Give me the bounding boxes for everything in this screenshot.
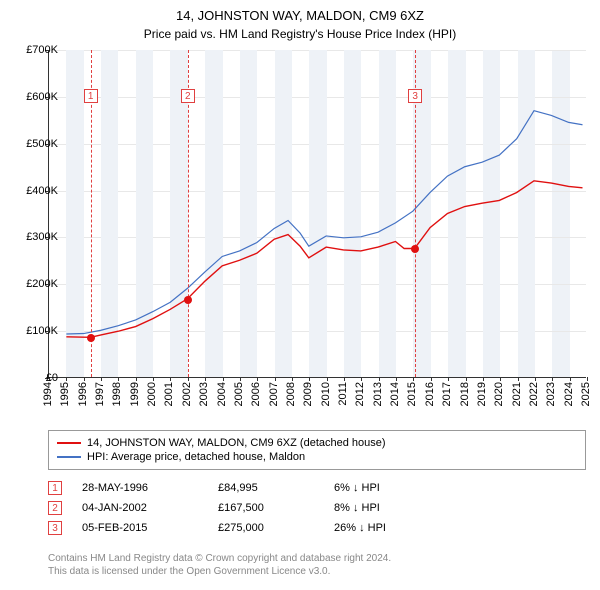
sale-hpi-delta: 6% ↓ HPI bbox=[334, 482, 424, 494]
y-axis-label: £700K bbox=[12, 44, 58, 56]
series-property bbox=[66, 181, 582, 338]
sale-date: 05-FEB-2015 bbox=[82, 522, 202, 534]
sale-badge: 2 bbox=[48, 501, 62, 515]
x-axis-label: 2004 bbox=[216, 382, 228, 406]
legend: 14, JOHNSTON WAY, MALDON, CM9 6XZ (detac… bbox=[48, 430, 586, 470]
legend-label: HPI: Average price, detached house, Mald… bbox=[87, 451, 305, 463]
x-axis-label: 1998 bbox=[111, 382, 123, 406]
sale-row: 1 28-MAY-1996 £84,995 6% ↓ HPI bbox=[48, 478, 586, 498]
x-axis-label: 2016 bbox=[424, 382, 436, 406]
sale-badge: 3 bbox=[48, 521, 62, 535]
y-axis-label: £600K bbox=[12, 91, 58, 103]
x-axis-label: 1999 bbox=[129, 382, 141, 406]
event-dot bbox=[184, 296, 192, 304]
sale-price: £275,000 bbox=[218, 522, 318, 534]
event-dot bbox=[87, 334, 95, 342]
y-axis-label: £300K bbox=[12, 231, 58, 243]
chart-plot-area: 1 2 3 bbox=[48, 50, 586, 378]
sale-row: 3 05-FEB-2015 £275,000 26% ↓ HPI bbox=[48, 518, 586, 538]
sale-price: £84,995 bbox=[218, 482, 318, 494]
event-dot bbox=[411, 245, 419, 253]
x-axis-label: 2014 bbox=[389, 382, 401, 406]
footer-line-2: This data is licensed under the Open Gov… bbox=[48, 565, 586, 578]
page-title: 14, JOHNSTON WAY, MALDON, CM9 6XZ bbox=[0, 0, 600, 23]
x-axis-label: 2010 bbox=[320, 382, 332, 406]
x-axis-label: 2011 bbox=[337, 382, 349, 406]
x-axis-label: 2002 bbox=[181, 382, 193, 406]
x-axis-label: 2001 bbox=[163, 382, 175, 406]
legend-swatch bbox=[57, 442, 81, 444]
chart-svg bbox=[49, 50, 586, 377]
chart-container: 14, JOHNSTON WAY, MALDON, CM9 6XZ Price … bbox=[0, 0, 600, 590]
legend-swatch bbox=[57, 456, 81, 458]
x-axis-label: 2006 bbox=[250, 382, 262, 406]
sale-date: 04-JAN-2002 bbox=[82, 502, 202, 514]
x-axis-label: 1997 bbox=[94, 382, 106, 406]
x-axis-label: 2013 bbox=[372, 382, 384, 406]
sale-badge: 1 bbox=[48, 481, 62, 495]
sale-price: £167,500 bbox=[218, 502, 318, 514]
legend-label: 14, JOHNSTON WAY, MALDON, CM9 6XZ (detac… bbox=[87, 437, 386, 449]
x-axis-label: 2015 bbox=[406, 382, 418, 406]
x-axis-label: 2023 bbox=[545, 382, 557, 406]
x-axis-label: 2012 bbox=[354, 382, 366, 406]
x-axis-label: 2019 bbox=[476, 382, 488, 406]
sales-table: 1 28-MAY-1996 £84,995 6% ↓ HPI 2 04-JAN-2002 £… bbox=[48, 478, 586, 538]
event-badge: 1 bbox=[84, 89, 98, 103]
sale-row: 2 04-JAN-2002 £167,500 8% ↓ HPI bbox=[48, 498, 586, 518]
x-axis-label: 2018 bbox=[459, 382, 471, 406]
x-axis-label: 2021 bbox=[511, 382, 523, 406]
y-axis-label: £100K bbox=[12, 325, 58, 337]
x-axis-label: 2000 bbox=[146, 382, 158, 406]
chart-subtitle: Price paid vs. HM Land Registry's House … bbox=[0, 23, 600, 41]
x-axis-label: 2009 bbox=[302, 382, 314, 406]
x-axis-label: 2008 bbox=[285, 382, 297, 406]
series-hpi bbox=[66, 111, 582, 334]
sale-date: 28-MAY-1996 bbox=[82, 482, 202, 494]
legend-item: 14, JOHNSTON WAY, MALDON, CM9 6XZ (detac… bbox=[57, 436, 577, 450]
x-axis-label: 2020 bbox=[493, 382, 505, 406]
x-axis-label: 2025 bbox=[580, 382, 592, 406]
x-axis-label: 1994 bbox=[42, 382, 54, 406]
x-axis-label: 1995 bbox=[59, 382, 71, 406]
footer-attribution: Contains HM Land Registry data © Crown c… bbox=[48, 552, 586, 578]
x-axis-label: 2007 bbox=[268, 382, 280, 406]
x-axis-label: 2003 bbox=[198, 382, 210, 406]
x-axis-label: 2022 bbox=[528, 382, 540, 406]
x-axis-label: 2017 bbox=[441, 382, 453, 406]
sale-hpi-delta: 26% ↓ HPI bbox=[334, 522, 424, 534]
x-axis-label: 2005 bbox=[233, 382, 245, 406]
x-axis-label: 2024 bbox=[563, 382, 575, 406]
event-badge: 2 bbox=[181, 89, 195, 103]
footer-line-1: Contains HM Land Registry data © Crown c… bbox=[48, 552, 586, 565]
sale-hpi-delta: 8% ↓ HPI bbox=[334, 502, 424, 514]
y-axis-label: £500K bbox=[12, 138, 58, 150]
legend-item: HPI: Average price, detached house, Mald… bbox=[57, 450, 577, 464]
y-axis-label: £400K bbox=[12, 185, 58, 197]
x-axis-label: 1996 bbox=[77, 382, 89, 406]
event-badge: 3 bbox=[408, 89, 422, 103]
y-axis-label: £200K bbox=[12, 278, 58, 290]
